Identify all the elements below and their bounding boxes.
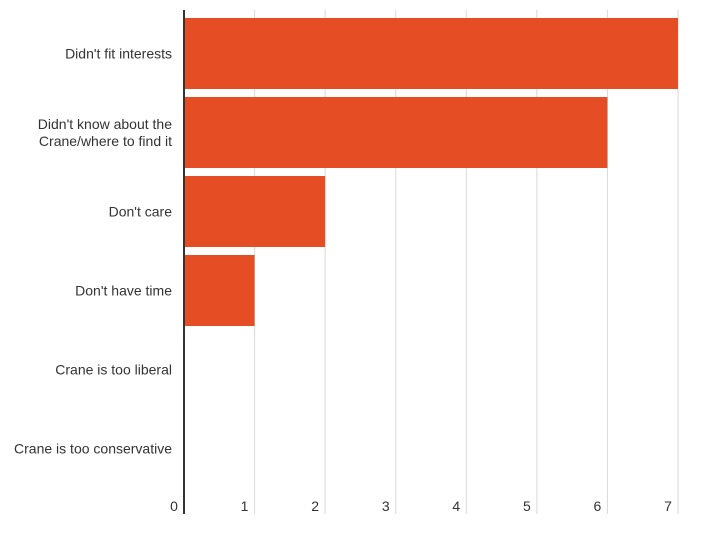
- category-label: Crane/where to find it: [39, 133, 172, 149]
- x-tick-label: 6: [594, 498, 602, 514]
- category-labels: Didn't fit interests Didn't know about th…: [14, 46, 172, 457]
- bar: [184, 18, 678, 89]
- x-tick-label: 3: [382, 498, 390, 514]
- bars: [184, 18, 678, 326]
- x-tick-label: 1: [241, 498, 249, 514]
- x-tick-label: 5: [523, 498, 531, 514]
- gridlines: [254, 10, 679, 514]
- category-label: Don't care: [109, 204, 173, 220]
- x-tick-labels: 0 1 2 3 4 5 6 7: [170, 498, 672, 514]
- bar: [184, 255, 255, 326]
- x-tick-label: 4: [452, 498, 460, 514]
- x-tick-label: 0: [170, 498, 178, 514]
- x-tick-label: 2: [311, 498, 319, 514]
- bar: [184, 97, 608, 168]
- category-label: Don't have time: [75, 283, 172, 299]
- category-label: Crane is too conservative: [14, 441, 172, 457]
- category-label: Crane is too liberal: [55, 362, 172, 378]
- bar: [184, 176, 326, 247]
- category-label: Didn't know about the: [38, 116, 172, 132]
- x-tick-label: 7: [664, 498, 672, 514]
- category-label: Didn't fit interests: [65, 46, 172, 62]
